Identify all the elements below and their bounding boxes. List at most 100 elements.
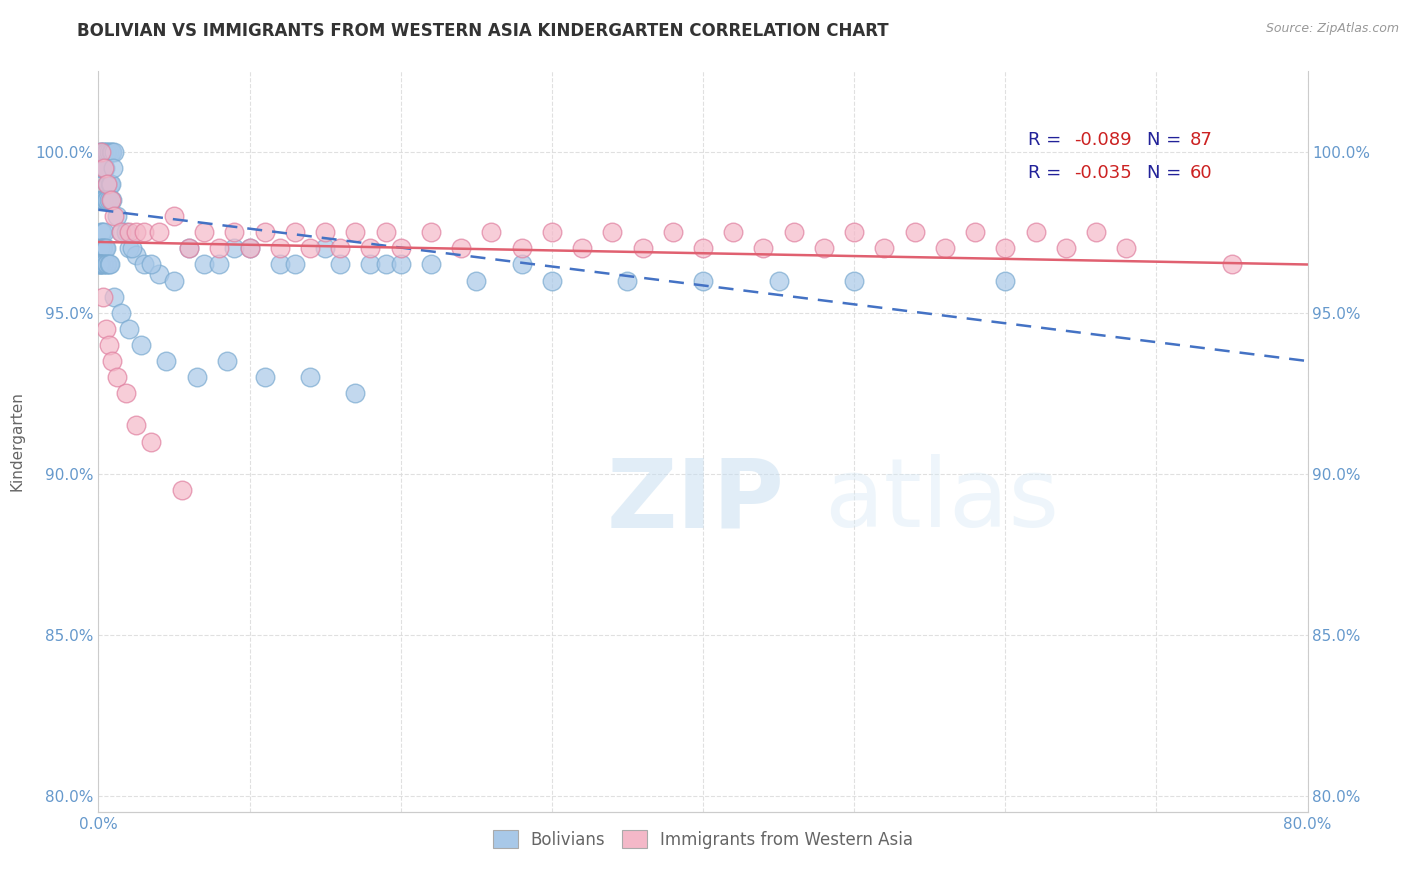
Point: [269, 258, 291, 272]
Point: [374, 258, 396, 272]
Point: [100, 177, 122, 191]
Text: atlas: atlas: [824, 454, 1059, 548]
Point: [193, 258, 215, 272]
Point: [110, 306, 132, 320]
Point: [155, 354, 177, 368]
Point: [91, 161, 114, 175]
Point: [114, 386, 136, 401]
Point: [91, 225, 114, 239]
Point: [1085, 225, 1108, 239]
Point: [132, 225, 155, 239]
Point: [1115, 241, 1137, 255]
Point: [450, 241, 472, 255]
Point: [118, 225, 141, 239]
Text: N =: N =: [1147, 164, 1187, 182]
Point: [602, 225, 624, 239]
Point: [91, 241, 114, 255]
Text: N =: N =: [1147, 131, 1187, 149]
Point: [141, 434, 163, 449]
Point: [103, 209, 125, 223]
Point: [89, 258, 111, 272]
Point: [253, 225, 276, 239]
Point: [873, 241, 896, 255]
Point: [96, 258, 118, 272]
Point: [98, 177, 121, 191]
Point: [224, 225, 246, 239]
Point: [96, 241, 118, 255]
Point: [90, 225, 112, 239]
Point: [125, 418, 148, 433]
Point: [125, 248, 148, 262]
Point: [420, 225, 443, 239]
Point: [101, 145, 124, 159]
Text: ZIP: ZIP: [606, 454, 785, 548]
Point: [98, 338, 121, 352]
Point: [110, 225, 132, 239]
Point: [129, 338, 152, 352]
Point: [934, 241, 956, 255]
Text: BOLIVIAN VS IMMIGRANTS FROM WESTERN ASIA KINDERGARTEN CORRELATION CHART: BOLIVIAN VS IMMIGRANTS FROM WESTERN ASIA…: [77, 22, 889, 40]
Point: [163, 209, 186, 223]
Point: [90, 193, 112, 207]
Point: [100, 193, 122, 207]
Point: [389, 241, 412, 255]
Point: [360, 241, 382, 255]
Point: [89, 145, 111, 159]
Point: [510, 241, 533, 255]
Point: [94, 241, 117, 255]
Text: 87: 87: [1189, 131, 1212, 149]
Point: [374, 225, 396, 239]
Point: [360, 258, 382, 272]
Point: [94, 258, 117, 272]
Point: [692, 241, 714, 255]
Point: [97, 177, 120, 191]
Y-axis label: Kindergarten: Kindergarten: [10, 392, 24, 491]
Point: [329, 258, 352, 272]
Point: [110, 225, 132, 239]
Text: R =: R =: [1028, 164, 1067, 182]
Point: [93, 225, 115, 239]
Point: [91, 193, 114, 207]
Point: [208, 258, 231, 272]
Point: [90, 145, 112, 159]
Point: [208, 241, 231, 255]
Text: 60: 60: [1189, 164, 1212, 182]
Point: [141, 258, 163, 272]
Legend: Bolivians, Immigrants from Western Asia: Bolivians, Immigrants from Western Asia: [486, 823, 920, 855]
Point: [89, 258, 111, 272]
Point: [768, 274, 790, 288]
Point: [103, 145, 125, 159]
Point: [93, 145, 115, 159]
Point: [118, 322, 141, 336]
Point: [723, 225, 745, 239]
Point: [125, 225, 148, 239]
Point: [329, 241, 352, 255]
Point: [121, 241, 143, 255]
Point: [148, 225, 170, 239]
Point: [93, 161, 115, 175]
Point: [215, 354, 238, 368]
Point: [844, 225, 866, 239]
Point: [299, 370, 322, 384]
Point: [344, 386, 367, 401]
Point: [89, 193, 111, 207]
Text: R =: R =: [1028, 131, 1067, 149]
Point: [94, 322, 117, 336]
Point: [89, 241, 111, 255]
Point: [179, 241, 201, 255]
Point: [481, 225, 503, 239]
Point: [314, 225, 336, 239]
Point: [540, 225, 562, 239]
Point: [571, 241, 593, 255]
Point: [90, 145, 112, 159]
Point: [105, 209, 128, 223]
Point: [420, 258, 443, 272]
Point: [540, 274, 562, 288]
Point: [96, 177, 118, 191]
Point: [105, 370, 128, 384]
Point: [94, 161, 117, 175]
Point: [98, 258, 121, 272]
Point: [91, 290, 114, 304]
Point: [96, 193, 118, 207]
Point: [994, 274, 1017, 288]
